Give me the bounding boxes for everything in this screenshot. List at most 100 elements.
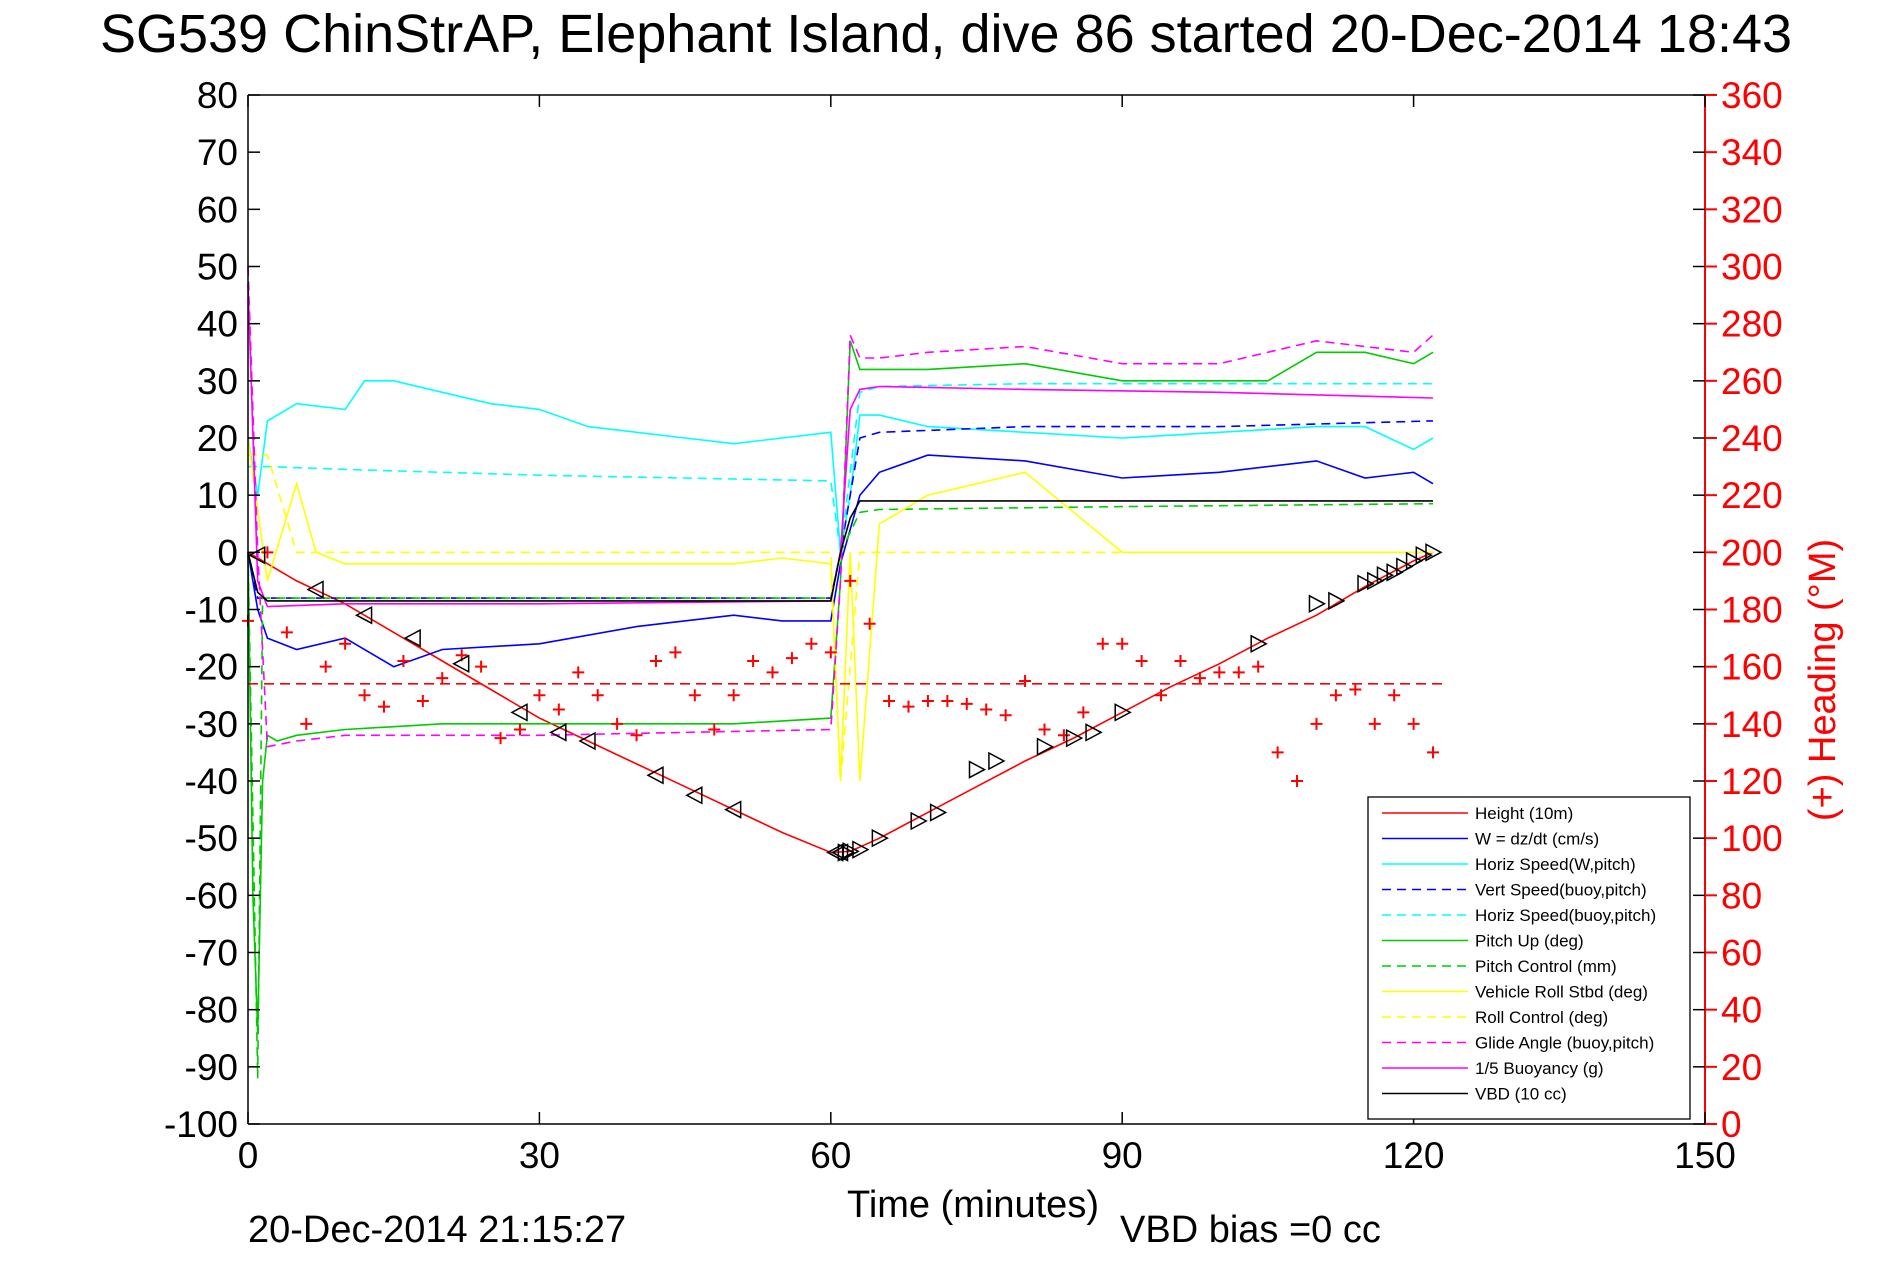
heading-tick-label: 100 [1721, 818, 1783, 859]
height-marker [1415, 545, 1433, 565]
height-marker [842, 842, 860, 861]
series-line-vert-speed-buoy-pitch [247, 420, 1434, 599]
height-marker [837, 843, 855, 862]
y-tick-label: -60 [185, 875, 238, 916]
heading-point [533, 689, 546, 702]
legend-label-horiz-speed-w-pitch: Horiz Speed(W,pitch) [1475, 855, 1636, 874]
height-marker [830, 843, 849, 862]
height-marker [510, 703, 528, 722]
y-tick-label: 20 [197, 418, 238, 459]
heading-point [1349, 683, 1362, 696]
heading-tick-label: 140 [1721, 704, 1783, 745]
heading-point [416, 694, 429, 707]
y-tick-label: -30 [185, 704, 238, 745]
height-marker [1367, 571, 1385, 591]
height-marker [852, 840, 870, 859]
height-markers [248, 543, 1443, 862]
heading-point [1329, 689, 1342, 702]
legend-label-horiz-speed-buoy-pitch: Horiz Speed(buoy,pitch) [1475, 906, 1656, 925]
right-axis-label: (+) Heading (°M) [1802, 539, 1844, 821]
y-tick-label: 50 [197, 247, 238, 288]
series-layer [242, 266, 1443, 1079]
height-marker [452, 654, 470, 674]
heading-point [1155, 689, 1168, 702]
heading-point [1116, 637, 1129, 650]
y-tick-label: -40 [185, 761, 238, 802]
height-marker [1308, 594, 1327, 614]
heading-point [1193, 672, 1206, 685]
height-marker [910, 811, 928, 831]
height-marker [646, 766, 664, 785]
heading-point [1057, 729, 1070, 742]
heading-point [300, 717, 313, 730]
footer-vbd-bias: VBD bias =0 cc [1120, 1209, 1381, 1251]
y-tick-label: -50 [185, 818, 238, 859]
heading-point [280, 626, 293, 639]
heading-tick-label: 20 [1721, 1047, 1762, 1088]
heading-point [611, 717, 624, 730]
y-tick-label: 30 [197, 361, 238, 402]
heading-tick-label: 240 [1721, 418, 1783, 459]
y-tick-label: -100 [164, 1104, 238, 1145]
x-tick-label: 120 [1383, 1135, 1445, 1176]
height-marker [1357, 574, 1375, 594]
heading-point [1427, 746, 1440, 759]
x-tick-label: 30 [519, 1135, 560, 1176]
heading-tick-label: 80 [1721, 875, 1762, 916]
height-marker [578, 731, 596, 751]
heading-point [572, 666, 585, 679]
y-tick-label: 40 [197, 304, 238, 345]
height-marker [1065, 728, 1084, 748]
heading-point [513, 723, 526, 736]
legend-label-pitch-control-mm: Pitch Control (mm) [1475, 957, 1617, 976]
y-tick-label: -20 [185, 647, 238, 688]
heading-point [902, 700, 915, 713]
heading-point [591, 689, 604, 702]
heading-tick-label: 340 [1721, 132, 1783, 173]
height-marker [1036, 737, 1055, 756]
heading-point [358, 689, 371, 702]
heading-point [475, 660, 488, 673]
heading-point [1310, 717, 1323, 730]
series-line-vehicle-roll-stbd-deg [247, 437, 1433, 782]
heading-point [261, 546, 274, 559]
legend-label-w-dz-dt-cm-s: W = dz/dt (cm/s) [1475, 830, 1599, 849]
heading-tick-label: 40 [1721, 990, 1762, 1031]
y-tick-label: 70 [197, 132, 238, 173]
heading-point [960, 697, 973, 710]
heading-point [824, 646, 837, 659]
heading-point [377, 700, 390, 713]
height-marker [354, 605, 373, 625]
height-marker [685, 786, 703, 805]
height-marker [1405, 551, 1424, 571]
heading-point [785, 652, 798, 665]
heading-point [1291, 775, 1304, 787]
height-marker [549, 723, 567, 742]
height-marker [929, 803, 948, 822]
x-tick-label: 60 [810, 1135, 851, 1176]
heading-point [1232, 666, 1245, 679]
height-marker [1085, 723, 1103, 742]
heading-point [708, 723, 721, 736]
footer-timestamp: 20-Dec-2014 21:15:27 [248, 1209, 626, 1251]
heading-point [1388, 689, 1401, 702]
heading-point [1368, 717, 1381, 730]
heading-point [1096, 637, 1109, 650]
legend-label-vert-speed-buoy-pitch: Vert Speed(buoy,pitch) [1475, 881, 1647, 900]
heading-point [649, 654, 662, 667]
heading-tick-label: 180 [1721, 590, 1783, 631]
heading-tick-label: 0 [1721, 1104, 1742, 1145]
legend-label-glide-angle-buoy-pitch: Glide Angle (buoy,pitch) [1475, 1034, 1654, 1053]
y-tick-label: -70 [185, 933, 238, 974]
legend-label-vbd-10-cc: VBD (10 cc) [1475, 1085, 1567, 1104]
heading-point [805, 637, 818, 650]
series-line-pitch-control-mm [247, 502, 1434, 1079]
heading-point [999, 709, 1012, 722]
height-marker [1396, 557, 1414, 576]
height-marker [248, 545, 266, 565]
heading-point [669, 646, 682, 659]
legend: Height (10m) W = dz/dt (cm/s) Horiz Speed(… [1367, 796, 1691, 1120]
heading-point [1252, 660, 1265, 673]
heading-point [494, 732, 507, 745]
heading-tick-label: 280 [1721, 304, 1783, 345]
